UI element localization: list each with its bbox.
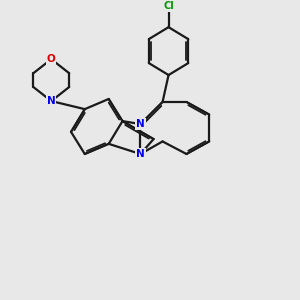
Text: N: N — [136, 119, 145, 129]
Text: O: O — [47, 54, 56, 64]
Text: Cl: Cl — [163, 1, 174, 11]
Text: N: N — [136, 149, 145, 159]
Text: N: N — [47, 96, 56, 106]
